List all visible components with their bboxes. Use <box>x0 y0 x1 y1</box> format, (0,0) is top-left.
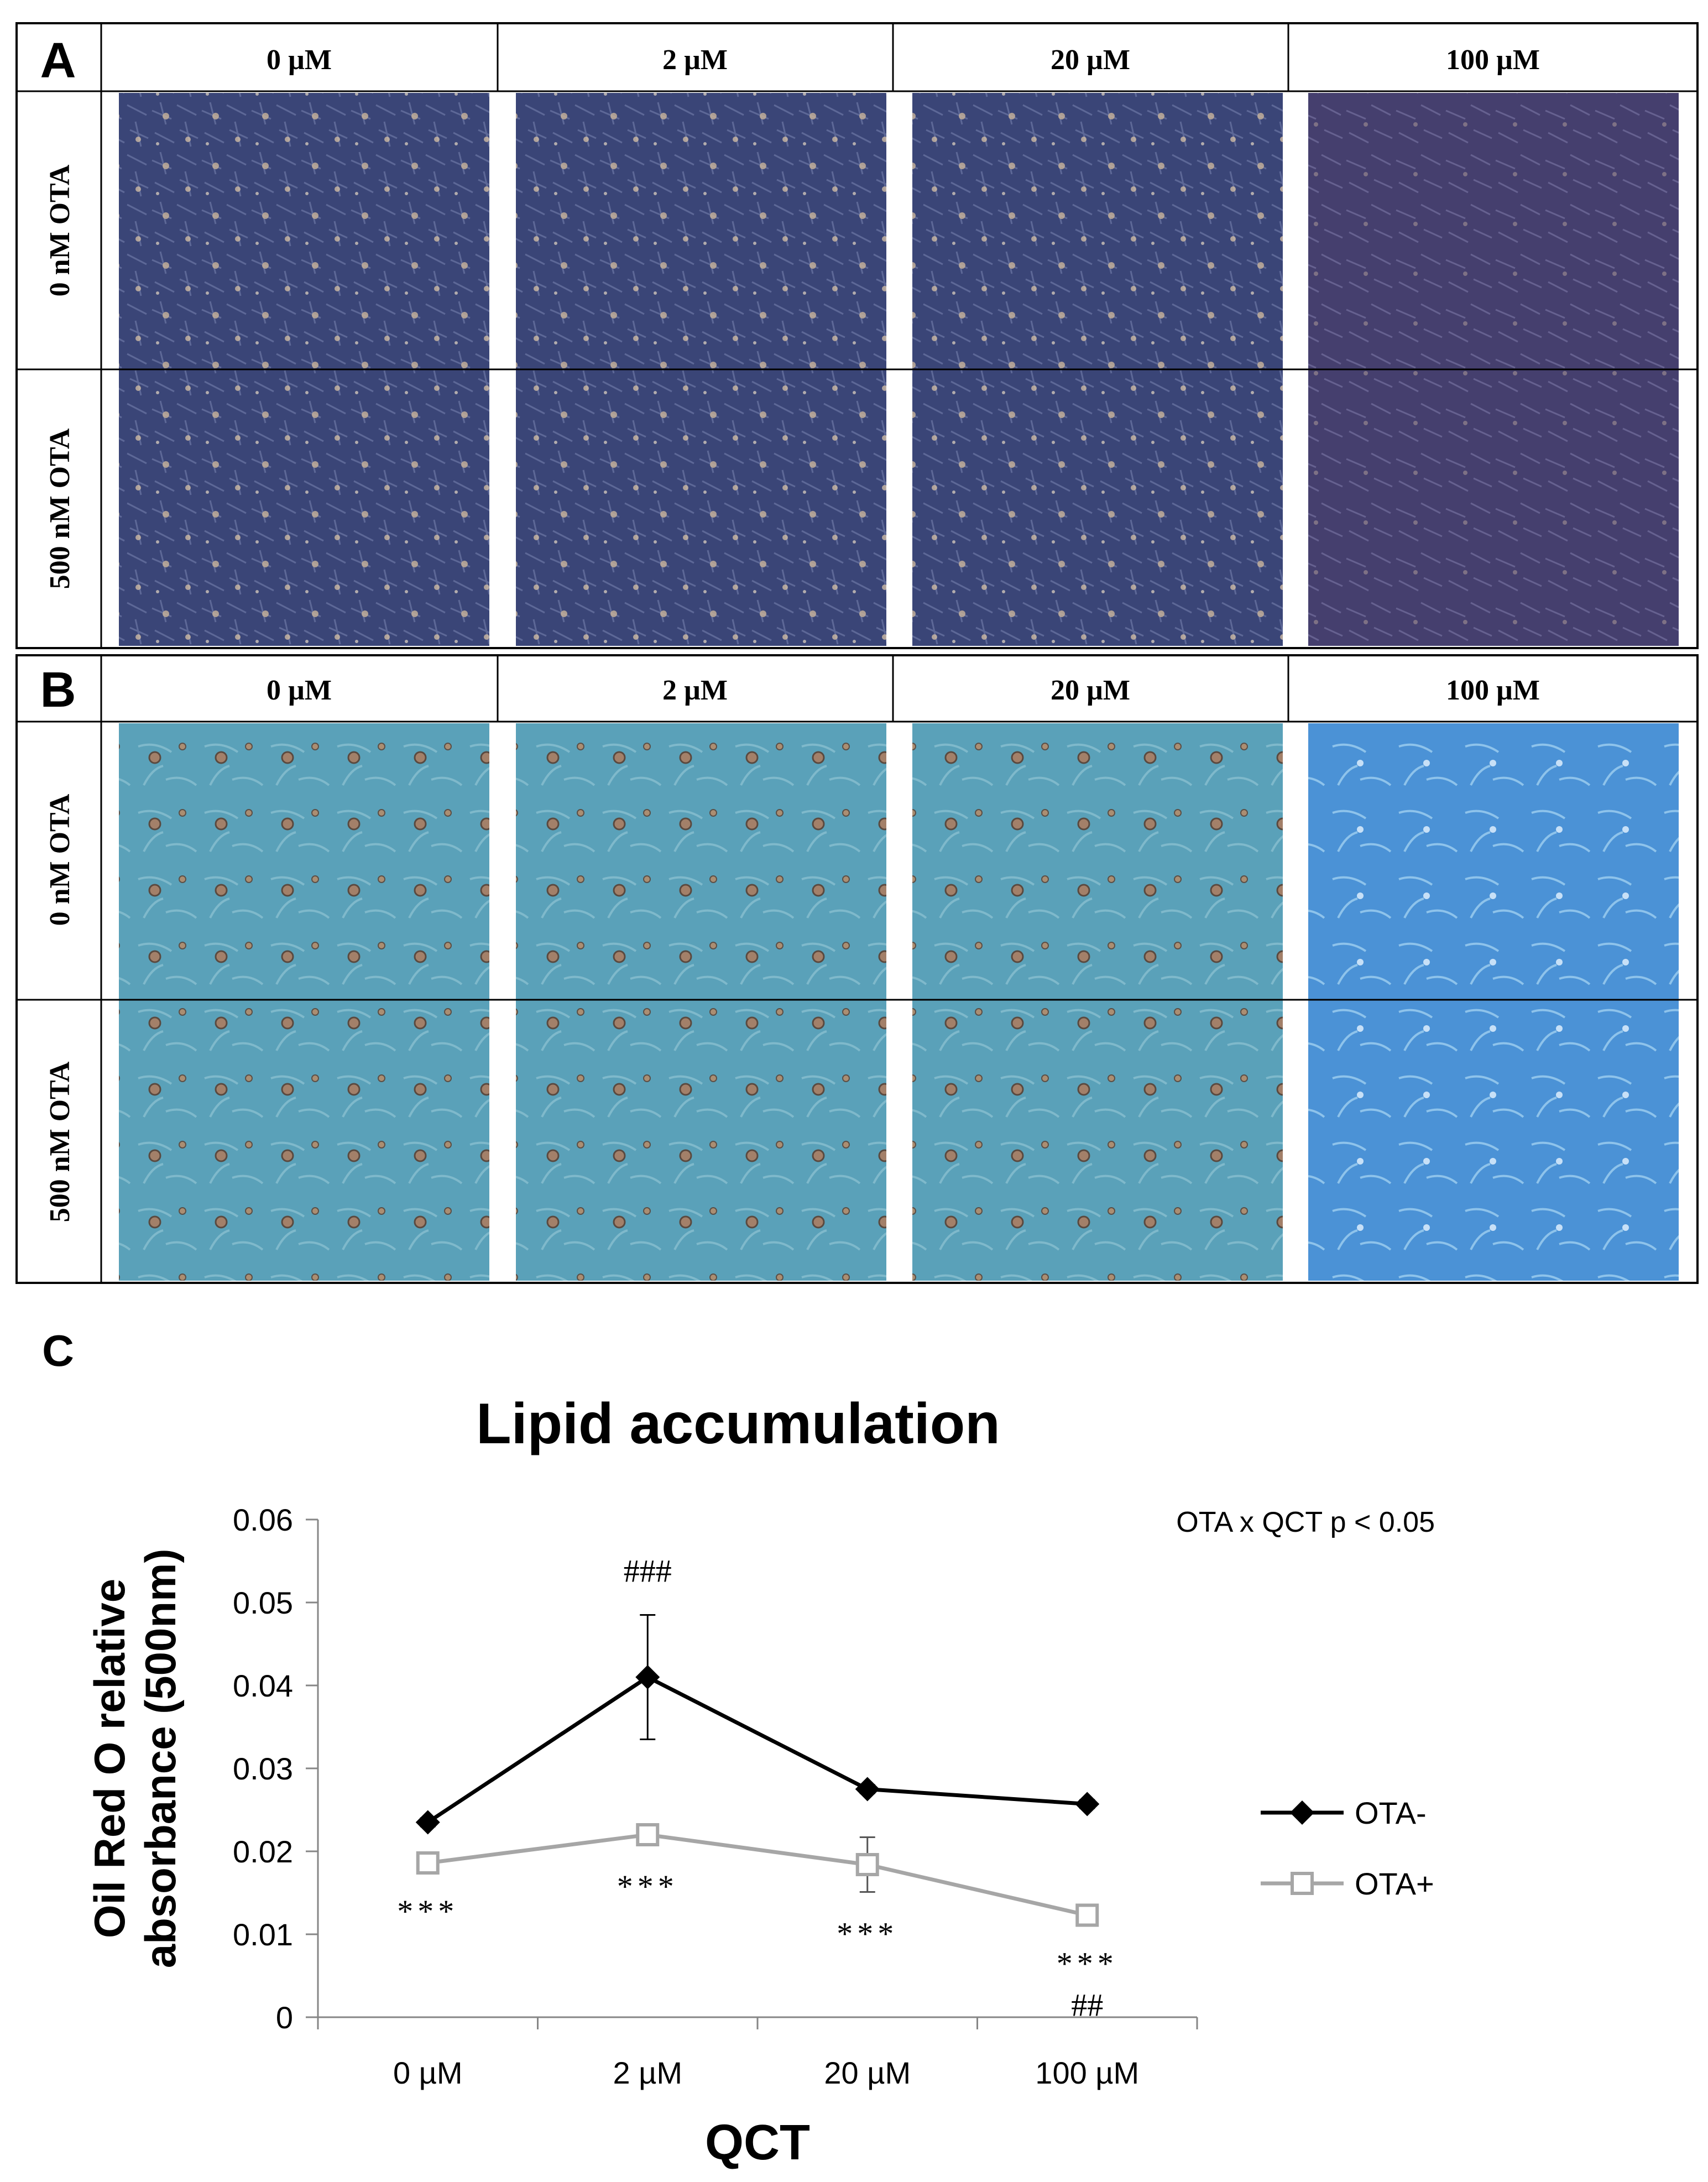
micrograph-a-r1-c3 <box>1308 369 1679 646</box>
interaction-annotation: OTA x QCT p < 0.05 <box>1176 1506 1435 1538</box>
panel-b-col-3: 100 µM <box>1446 675 1540 706</box>
x-tick-label: 20 µM <box>824 2055 911 2090</box>
panel-b-col-2: 20 µM <box>1051 675 1130 706</box>
significance-hash: ### <box>624 1553 672 1589</box>
significance-stars: *** <box>397 1893 458 1929</box>
chart-title: Lipid accumulation <box>476 1392 1000 1456</box>
panel-b-row-1: 500 nM OTA <box>44 1061 76 1222</box>
significance-hash: ## <box>1071 1987 1103 2023</box>
y-tick-label: 0.06 <box>233 1502 293 1537</box>
legend-marker-ota-plus <box>1291 1872 1314 1895</box>
data-point-ota-minus <box>855 1777 880 1802</box>
data-point-ota-plus <box>1075 1903 1099 1927</box>
y-axis-label-line: Oil Red O relative <box>85 1579 134 1938</box>
micrograph-b-r1-c1 <box>516 1000 886 1281</box>
legend-marker-ota-minus <box>1290 1800 1314 1825</box>
micrograph-a-r1-c1 <box>516 369 886 646</box>
panel-a: A 0 µM 2 µM 20 µM 100 µM 0 nM OTA 500 nM… <box>15 22 1699 649</box>
significance-stars: *** <box>1057 1946 1118 1982</box>
micrograph-b-r1-c3 <box>1308 1000 1679 1281</box>
data-point-ota-minus <box>635 1665 660 1689</box>
y-tick-label: 0.01 <box>233 1917 293 1952</box>
panel-b-col-0: 0 µM <box>267 675 332 706</box>
series-line-ota-minus <box>426 1674 1088 1824</box>
y-axis-label-line: absorbance (500nm) <box>136 1549 185 1969</box>
legend-label: OTA+ <box>1355 1866 1434 1901</box>
panel-b-letter: B <box>40 662 76 718</box>
y-tick-label: 0.04 <box>233 1668 293 1703</box>
panel-a-row-1: 500 nM OTA <box>44 428 76 589</box>
micrograph-a-r0-c2 <box>912 93 1283 369</box>
panel-b-col-1: 2 µM <box>662 675 728 706</box>
series-line-ota-plus <box>427 1833 1088 1917</box>
panel-c-letter: C <box>42 1326 74 1375</box>
panel-a-letter: A <box>40 33 76 88</box>
panel-a-col-2: 20 µM <box>1051 44 1130 76</box>
micrograph-a-r0-c3 <box>1308 93 1679 369</box>
x-tick-label: 100 µM <box>1035 2055 1139 2090</box>
significance-stars: *** <box>617 1868 678 1904</box>
panel-a-frame <box>15 22 1699 649</box>
panel-a-row-0: 0 nM OTA <box>44 164 76 296</box>
line-chart: Lipid accumulation OTA x QCT p < 0.05 0 0.0… <box>85 1392 1435 2170</box>
data-point-ota-plus <box>416 1851 440 1875</box>
micrograph-b-r0-c3 <box>1308 723 1679 1000</box>
data-point-ota-minus <box>415 1810 440 1835</box>
x-axis-label: QCT <box>705 2115 810 2170</box>
y-tick-label: 0.03 <box>233 1751 293 1786</box>
panel-a-col-3: 100 µM <box>1446 44 1540 76</box>
micrograph-a-r1-c2 <box>912 369 1283 646</box>
panel-b: B 0 µM 2 µM 20 µM 100 µM 0 nM OTA 500 nM… <box>15 654 1699 1284</box>
micrograph-b-r1-c0 <box>119 1000 489 1281</box>
x-tick-label: 0 µM <box>393 2055 463 2090</box>
panel-a-col-0: 0 µM <box>267 44 332 76</box>
micrograph-b-r0-c0 <box>119 723 489 1000</box>
panel-b-frame <box>15 654 1699 1284</box>
micrograph-b-r1-c2 <box>912 1000 1283 1281</box>
panel-a-col-1: 2 µM <box>662 44 728 76</box>
panel-b-row-0: 0 nM OTA <box>44 794 76 926</box>
data-point-ota-plus <box>855 1853 879 1876</box>
y-axis-label: Oil Red O relativeabsorbance (500nm) <box>85 1549 185 1969</box>
micrograph-b-r0-c1 <box>516 723 886 1000</box>
micrograph-a-r0-c0 <box>119 93 489 369</box>
y-tick-label: 0.02 <box>233 1834 293 1869</box>
micrograph-a-r1-c0 <box>119 369 489 646</box>
legend-label: OTA- <box>1355 1795 1427 1830</box>
significance-stars: *** <box>837 1916 898 1952</box>
y-tick-label: 0.05 <box>233 1585 293 1620</box>
data-point-ota-minus <box>1075 1792 1100 1816</box>
y-tick-label: 0 <box>276 2000 293 2035</box>
micrograph-b-r0-c2 <box>912 723 1283 1000</box>
data-point-ota-plus <box>636 1823 660 1846</box>
x-tick-label: 2 µM <box>613 2055 682 2090</box>
micrograph-a-r0-c1 <box>516 93 886 369</box>
